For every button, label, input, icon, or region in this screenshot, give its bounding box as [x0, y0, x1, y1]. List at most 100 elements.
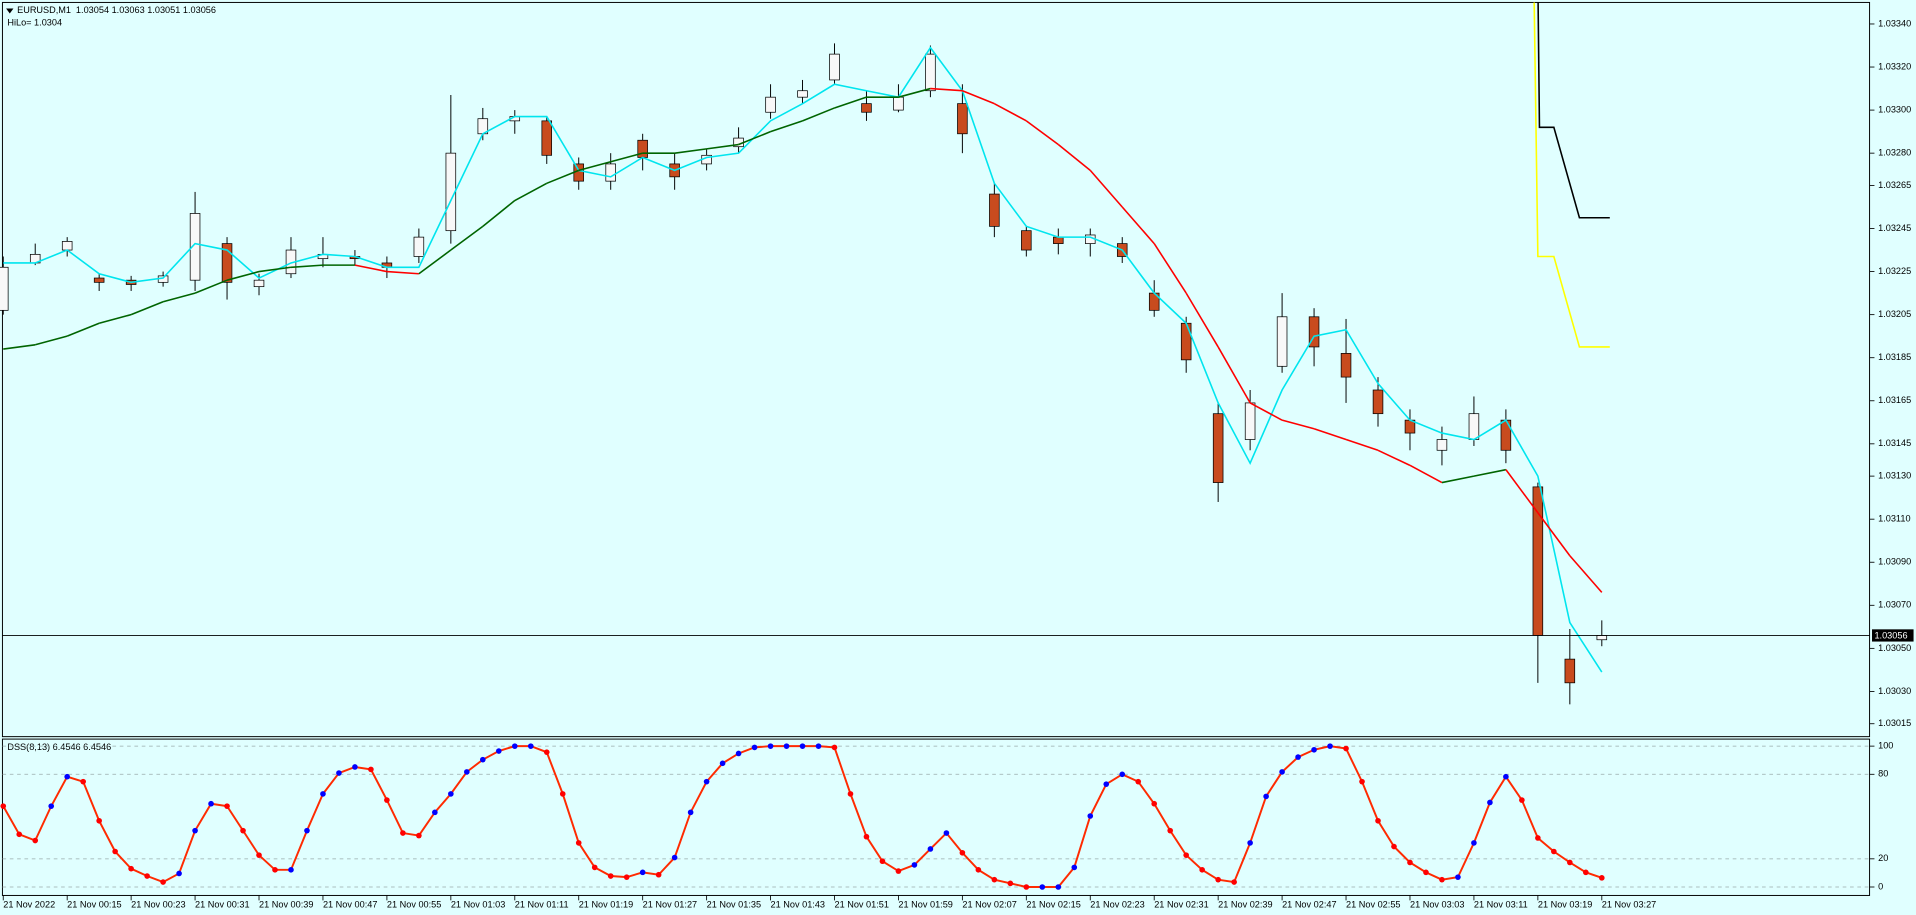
dss-dot	[336, 770, 342, 776]
y-tick-label: 1.03340	[1878, 18, 1911, 28]
x-tick-label: 21 Nov 02:31	[1154, 900, 1208, 910]
x-tick-label: 21 Nov 2022	[3, 900, 55, 910]
dss-dot	[1295, 754, 1301, 760]
trend-ma-segment	[418, 249, 452, 275]
dss-dot	[1583, 869, 1589, 876]
dss-dot	[1439, 876, 1445, 883]
dss-dot	[144, 873, 150, 879]
dss-dot	[464, 769, 470, 775]
y-tick-label: 100	[1878, 741, 1893, 751]
x-tick-label: 21 Nov 02:23	[1090, 900, 1144, 910]
candle-body	[957, 103, 968, 135]
candle-body	[413, 236, 425, 257]
x-tick-label: 21 Nov 02:47	[1282, 900, 1336, 910]
dss-dot	[80, 778, 86, 785]
x-tick-label: 21 Nov 01:11	[515, 900, 569, 910]
dss-dot	[703, 778, 710, 785]
dss-dot	[1231, 879, 1237, 885]
dss-dot	[639, 869, 646, 876]
dss-dot	[911, 862, 918, 868]
trend-ma-segment	[1025, 120, 1059, 146]
x-tick-label: 21 Nov 03:27	[1602, 900, 1656, 910]
candle-body	[989, 193, 1000, 227]
trend-ma-segment	[66, 322, 100, 337]
dss-dot	[400, 830, 406, 836]
trend-ma-segment	[1409, 464, 1443, 484]
trend-ma-segment	[930, 87, 963, 92]
dss-dot	[112, 848, 118, 855]
trend-ma-segment	[1345, 438, 1379, 452]
trend-ma-segment	[674, 148, 707, 154]
x-tick-label: 21 Nov 01:59	[898, 900, 952, 910]
candle-body	[253, 279, 265, 288]
dss-dot	[1103, 781, 1110, 787]
x-tick-label: 21 Nov 02:07	[962, 900, 1016, 910]
dss-dot	[1311, 746, 1317, 753]
current-price-label: 1.03056	[1874, 630, 1907, 640]
dss-dot	[511, 743, 518, 749]
y-tick-label: 1.03225	[1878, 266, 1911, 276]
dss-dot	[655, 871, 662, 878]
x-tick-label: 21 Nov 00:15	[67, 900, 121, 910]
candle-body	[861, 103, 872, 113]
dss-dot	[320, 791, 326, 797]
dss-dot	[687, 809, 694, 816]
dss-dot	[527, 743, 534, 749]
dss-dot	[1215, 876, 1221, 883]
trend-ma-segment	[1537, 512, 1571, 557]
ohlc-text: 1.03054 1.03063 1.03051 1.03056	[76, 5, 216, 15]
trend-ma-segment	[1121, 206, 1155, 245]
dss-dot	[1423, 869, 1429, 876]
y-tick-label: 1.03320	[1878, 61, 1911, 71]
candle-body	[1596, 635, 1608, 641]
dss-dot	[623, 874, 630, 880]
dss-dot	[591, 864, 598, 871]
dss-dot	[1279, 769, 1285, 775]
dss-dot	[288, 867, 294, 873]
dss-dot	[991, 876, 998, 883]
trend-ma-segment	[770, 120, 803, 133]
x-tick-label: 21 Nov 02:39	[1218, 900, 1272, 910]
dss-dot	[543, 749, 550, 755]
trend-ma-segment	[1281, 419, 1315, 430]
dss-dot	[799, 743, 806, 749]
dss-dot	[0, 803, 7, 809]
candle-body	[189, 213, 201, 281]
trend-ma-segment	[1185, 292, 1219, 348]
dss-dot	[256, 852, 262, 858]
menu-triangle	[6, 8, 14, 14]
y-tick-label: 1.03300	[1878, 105, 1911, 115]
dss-dot	[1551, 848, 1557, 855]
trend-ma-segment	[354, 264, 388, 273]
trend-ma-segment	[578, 161, 611, 172]
dss-dot	[1039, 884, 1046, 890]
dss-dot	[160, 879, 166, 885]
trend-ma-segment	[1441, 475, 1475, 484]
dss-dot	[128, 865, 134, 872]
y-tick-label: 1.03205	[1878, 309, 1911, 319]
dss-dot	[1471, 840, 1477, 846]
y-tick-label: 20	[1878, 853, 1888, 863]
candle-body	[765, 96, 776, 113]
candle-body	[1244, 402, 1256, 440]
x-tick-label: 21 Nov 01:43	[771, 900, 825, 910]
x-tick-label: 21 Nov 00:39	[259, 900, 313, 910]
y-tick-label: 0	[1878, 881, 1883, 891]
candle-body	[797, 90, 808, 98]
trend-ma-segment	[226, 270, 260, 281]
x-tick-label: 21 Nov 03:11	[1474, 900, 1528, 910]
trend-ma-segment	[834, 96, 867, 109]
dss-dot	[1359, 778, 1365, 785]
indicator-line	[1533, 2, 1610, 348]
y-tick-label: 1.03185	[1878, 352, 1911, 362]
dss-dot	[959, 849, 966, 856]
dss-dot	[1087, 813, 1094, 819]
dss-dot	[1167, 827, 1174, 834]
candle-body	[1468, 413, 1480, 440]
panel-frame	[1, 1, 1871, 738]
x-tick-label: 21 Nov 01:51	[834, 900, 888, 910]
trend-ma-segment	[482, 199, 516, 227]
dss-dot	[1007, 880, 1014, 887]
dss-dot	[1487, 799, 1493, 806]
candle-body	[0, 266, 9, 311]
